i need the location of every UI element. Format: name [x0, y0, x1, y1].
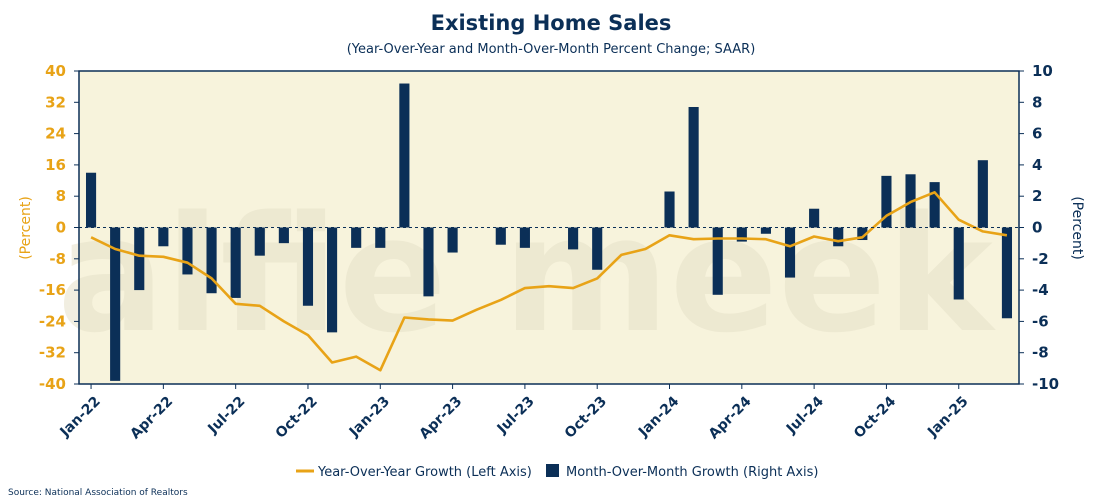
bars-series	[85, 83, 1013, 381]
y-right-tick-label: 6	[1032, 125, 1042, 143]
bar-mom-2023-04	[447, 227, 458, 253]
y-right-tick-label: -4	[1032, 281, 1049, 299]
chart-subtitle: (Year-Over-Year and Month-Over-Month Per…	[347, 42, 756, 57]
legend-label-yoy: Year-Over-Year Growth (Left Axis)	[317, 465, 532, 480]
y-axis-left-ticks: 40 32 24 16 8 0 -8 -16 -24 -32 -40	[39, 62, 79, 393]
y-left-tick-label: 24	[45, 125, 66, 143]
y-left-tick-label: 8	[56, 187, 66, 205]
y-left-tick-label: -24	[39, 312, 66, 330]
x-tick-label: Apr-23	[417, 394, 466, 443]
bar-mom-2024-01	[664, 191, 675, 228]
y-right-tick-label: -10	[1032, 375, 1059, 393]
bar-mom-2024-10	[881, 175, 892, 228]
bar-mom-2022-05	[182, 227, 193, 275]
x-tick-label: Oct-24	[851, 393, 899, 441]
y-right-tick-label: 10	[1032, 62, 1053, 80]
x-tick-label: Jul-22	[204, 394, 248, 438]
bar-mom-2024-09	[857, 227, 868, 241]
x-axis-ticks: Jan-22 Apr-22 Jul-22 Oct-22 Jan-23 Apr-23 Jul-…	[57, 384, 972, 442]
bar-mom-2024-03	[712, 227, 723, 295]
y-left-tick-label: 32	[45, 93, 66, 111]
x-tick-label: Jul-24	[783, 393, 827, 437]
line-yoy	[90, 191, 1008, 372]
y-left-tick-label: 40	[45, 62, 66, 80]
x-tick-label: Jan-23	[346, 394, 393, 441]
bar-mom-2023-07	[519, 227, 530, 248]
y-right-tick-label: -8	[1032, 344, 1049, 362]
y-right-tick-label: 4	[1032, 156, 1042, 174]
x-tick-label: Jan-22	[57, 394, 104, 441]
y-right-tick-label: 8	[1032, 93, 1042, 111]
bar-mom-2024-06	[784, 227, 796, 278]
bar-mom-2022-02	[110, 227, 121, 381]
bar-mom-2023-02	[399, 83, 410, 228]
bar-mom-2025-02	[977, 160, 988, 228]
bar-mom-2022-11	[327, 227, 338, 333]
y-right-tick-label: -6	[1032, 312, 1049, 330]
bar-mom-2025-03	[1001, 227, 1013, 319]
bar-mom-2022-01	[85, 172, 97, 228]
bar-mom-2024-07	[809, 208, 820, 228]
y-left-tick-label: 16	[45, 156, 66, 174]
x-tick-label: Jan-24	[635, 393, 682, 440]
legend-bar-swatch	[546, 464, 559, 477]
bar-mom-2024-02	[688, 106, 699, 228]
y-right-tick-label: 0	[1032, 219, 1042, 237]
bar-mom-2022-04	[158, 227, 169, 247]
y-right-tick-label: -2	[1032, 250, 1049, 268]
x-tick-label: Jul-23	[494, 394, 538, 438]
bar-mom-2022-03	[134, 227, 145, 291]
chart-title: Existing Home Sales	[431, 11, 672, 35]
bar-mom-2023-06	[495, 227, 506, 245]
y-axis-left-label: (Percent)	[18, 196, 34, 260]
bar-mom-2022-07	[230, 227, 241, 298]
y-right-tick-label: 2	[1032, 187, 1042, 205]
y-axis-right-label: (Percent)	[1069, 196, 1085, 260]
watermark-text: alfie meek	[57, 181, 996, 368]
legend: Year-Over-Year Growth (Left Axis) Month-…	[296, 464, 818, 480]
bar-mom-2022-12	[351, 227, 362, 248]
bar-mom-2022-09	[278, 227, 289, 244]
y-left-tick-label: -8	[49, 250, 66, 268]
bar-mom-2025-01	[953, 227, 964, 300]
x-tick-label: Apr-22	[127, 394, 176, 443]
bar-mom-2022-10	[302, 227, 314, 306]
x-tick-label: Apr-24	[706, 393, 755, 442]
bar-mom-2023-10	[592, 227, 603, 270]
bar-mom-2024-05	[760, 227, 771, 234]
bar-mom-2022-08	[254, 227, 265, 256]
source-note: Source: National Association of Realtors	[8, 488, 188, 498]
x-tick-label: Oct-22	[273, 394, 321, 442]
bar-mom-2024-04	[736, 227, 747, 242]
bar-mom-2023-01	[375, 227, 386, 248]
bar-mom-2023-09	[568, 227, 579, 250]
x-tick-label: Oct-23	[562, 394, 610, 442]
bar-mom-2024-08	[833, 227, 844, 247]
legend-label-mom: Month-Over-Month Growth (Right Axis)	[566, 465, 818, 480]
x-tick-label: Jan-25	[924, 394, 971, 441]
watermark: alfie meek	[57, 181, 996, 368]
y-left-tick-label: -40	[39, 375, 66, 393]
y-left-tick-label: -32	[39, 344, 66, 362]
bar-mom-2024-12	[929, 182, 940, 228]
y-axis-right-ticks: 10 8 6 4 2 0 -2 -4 -6 -8 -10	[1019, 62, 1059, 393]
y-left-tick-label: -16	[39, 281, 66, 299]
y-left-tick-label: 0	[56, 219, 66, 237]
bar-mom-2023-03	[423, 227, 434, 297]
bar-mom-2022-06	[206, 227, 217, 294]
line-series	[90, 191, 1008, 372]
